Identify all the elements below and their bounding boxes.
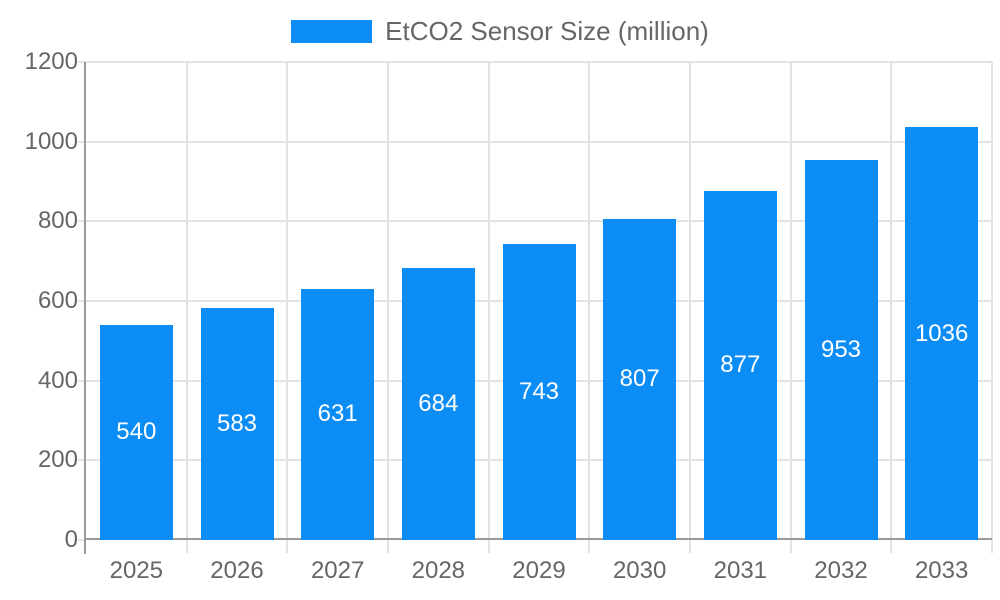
bar-value-label: 1036 <box>914 319 969 347</box>
bar-value-label: 953 <box>820 336 862 364</box>
x-axis-tick <box>487 540 490 553</box>
x-grid-line <box>689 62 691 540</box>
y-tick-label: 1200 <box>24 48 78 75</box>
x-axis-tick <box>991 540 993 553</box>
x-tick-label: 2029 <box>512 557 566 584</box>
bar: 684 <box>401 267 475 540</box>
y-axis-tick <box>78 539 86 541</box>
x-axis-tick <box>890 540 893 553</box>
y-axis-tick <box>78 61 86 63</box>
bar: 540 <box>99 324 173 540</box>
bar-value-label: 631 <box>317 400 358 428</box>
chart-legend[interactable]: EtCO2 Sensor Size (million) <box>0 17 1000 45</box>
y-axis-tick <box>78 140 86 143</box>
x-grid-line <box>991 62 993 540</box>
y-grid-line <box>86 220 992 223</box>
y-tick-label: 1000 <box>24 127 78 155</box>
x-axis-tick <box>286 540 289 553</box>
x-tick-label: 2028 <box>411 557 466 584</box>
bar-value-label: 807 <box>619 365 660 393</box>
x-tick-label: 2026 <box>210 557 264 584</box>
legend-label: EtCO2 Sensor Size (million) <box>385 16 709 46</box>
y-axis-tick <box>78 220 86 223</box>
y-tick-label: 800 <box>37 207 78 235</box>
bar-value-label: 540 <box>116 418 157 446</box>
x-tick-label: 2031 <box>713 557 768 584</box>
bar: 877 <box>703 190 777 540</box>
bar: 807 <box>603 218 677 540</box>
x-grid-line <box>185 62 188 540</box>
y-axis-tick <box>78 459 86 462</box>
bar: 583 <box>200 307 274 540</box>
y-axis-tick <box>78 300 86 302</box>
x-grid-line <box>588 62 591 540</box>
x-grid-line <box>286 62 289 540</box>
bar-value-label: 743 <box>518 378 560 405</box>
y-axis-line <box>84 62 86 554</box>
x-axis-tick <box>689 540 691 553</box>
y-tick-label: 200 <box>37 446 78 474</box>
bar: 743 <box>502 244 576 540</box>
x-axis-tick <box>387 540 389 553</box>
x-grid-line <box>487 62 490 540</box>
y-grid-line <box>86 61 992 63</box>
x-grid-line <box>890 62 893 540</box>
bar-value-label: 684 <box>418 389 459 417</box>
x-axis-tick <box>588 540 591 553</box>
bar: 953 <box>804 160 878 540</box>
bar-value-label: 877 <box>720 351 761 379</box>
y-tick-label: 600 <box>37 287 78 314</box>
x-axis-tick <box>789 540 792 553</box>
y-tick-label: 0 <box>64 526 78 553</box>
x-tick-label: 2030 <box>612 557 667 584</box>
x-axis-tick <box>185 540 188 553</box>
legend-swatch-icon <box>291 19 373 43</box>
x-grid-line <box>789 62 792 540</box>
y-grid-line <box>86 140 992 143</box>
bar-value-label: 583 <box>216 409 258 437</box>
x-tick-label: 2032 <box>814 557 868 584</box>
y-axis-tick <box>78 379 86 382</box>
x-tick-label: 2027 <box>310 557 365 584</box>
x-tick-label: 2033 <box>914 557 969 584</box>
y-tick-label: 400 <box>37 366 78 394</box>
bar: 1036 <box>905 127 979 540</box>
x-tick-label: 2025 <box>109 557 164 584</box>
x-grid-line <box>387 62 389 540</box>
bar: 631 <box>301 288 375 540</box>
